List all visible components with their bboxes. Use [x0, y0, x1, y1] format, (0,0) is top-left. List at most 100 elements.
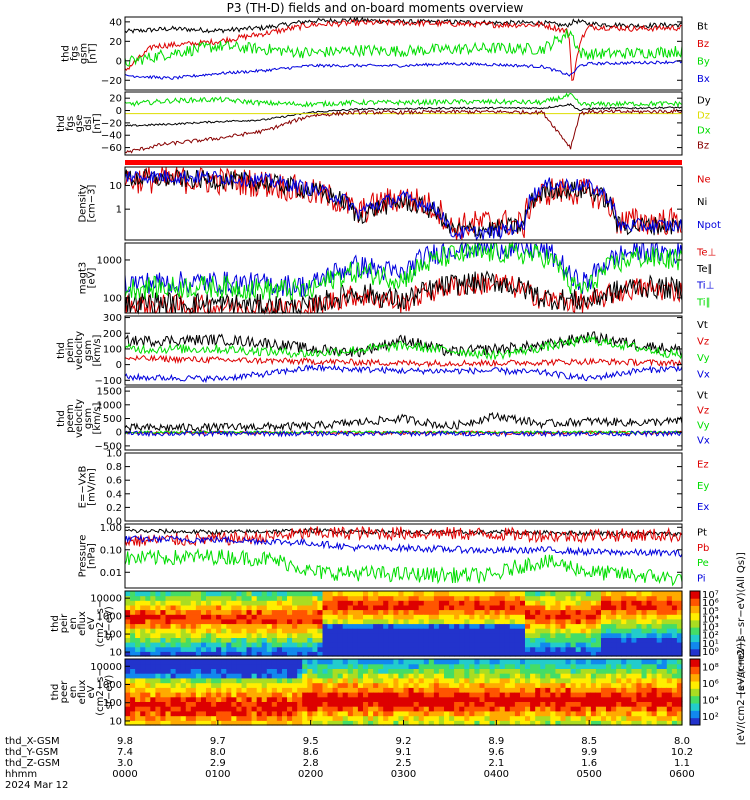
spec-cell [671, 595, 678, 601]
spec-cell [246, 651, 253, 657]
spec-cell [454, 628, 460, 634]
spec-cell [352, 682, 359, 688]
spec-cell [287, 604, 293, 611]
spec-cell [251, 591, 258, 597]
spec-cell [261, 663, 268, 669]
spec-cell [175, 637, 182, 643]
spec-cell [160, 720, 167, 726]
spec-cell [363, 632, 369, 638]
spec-cell [606, 663, 612, 669]
spec-cell [368, 595, 374, 601]
spec-cell [469, 637, 475, 643]
spec-cell [474, 677, 481, 684]
spec-cell [484, 659, 491, 665]
spec-cell [631, 663, 638, 669]
spec-cell [195, 637, 202, 643]
spec-cell [357, 677, 364, 684]
spec-cell [560, 701, 567, 707]
spec-cell [454, 687, 460, 693]
spec-cell [601, 651, 607, 657]
spec-cell [671, 637, 678, 643]
spec-cell [474, 706, 481, 712]
spec-cell [676, 663, 683, 669]
spec-cell [474, 687, 481, 693]
ephem-value: 0300 [391, 769, 416, 780]
spec-cell [368, 706, 374, 712]
spec-cell [175, 710, 182, 717]
spec-cell [474, 642, 481, 648]
spec-cell [666, 668, 673, 674]
spec-cell [641, 677, 648, 684]
spec-cell [185, 668, 192, 674]
spec-cell [327, 715, 334, 721]
spec-cell [449, 659, 455, 665]
spec-cell [575, 651, 582, 657]
spec-cell [276, 595, 283, 601]
spec-cell [595, 632, 602, 638]
spec-cell [565, 604, 572, 611]
spec-cell [671, 706, 678, 712]
spec-cell [357, 600, 364, 606]
spec-cell [155, 618, 162, 625]
spec-cell [606, 614, 612, 620]
colorbar-tick: 10⁰ [702, 647, 719, 658]
spec-cell [575, 710, 582, 717]
spec-cell [530, 623, 536, 629]
spec-cell [317, 706, 324, 712]
spec-cell [211, 600, 217, 606]
spec-cell [560, 591, 567, 597]
spec-cell [393, 604, 400, 611]
spec-cell [322, 600, 329, 606]
spec-cell [271, 710, 278, 717]
spec-cell [190, 651, 197, 657]
spec-cell [231, 677, 237, 684]
spec-cell [211, 701, 217, 707]
spec-cell [170, 604, 177, 611]
legend-pressure-3: Pi [697, 573, 706, 584]
spec-cell [525, 614, 531, 620]
spec-cell [226, 659, 232, 665]
legend-pressure-2: Pe [697, 558, 709, 569]
spec-cell [590, 628, 597, 634]
spec-cell [241, 659, 248, 665]
spec-cell [236, 692, 243, 698]
spec-cell [393, 591, 400, 597]
spec-cell [433, 682, 440, 688]
spec-cell [585, 604, 592, 611]
spec-cell [145, 614, 151, 620]
spec-cell [408, 604, 415, 611]
colorbar-tick: 10⁶ [702, 598, 719, 609]
spec-cell [570, 710, 577, 717]
ylabel-line: E=−VxB [78, 466, 89, 509]
spec-cell [160, 677, 167, 684]
spec-cell [514, 677, 521, 684]
legend-density-2: Npot [697, 220, 721, 231]
spec-cell [423, 614, 430, 620]
spec-cell [175, 668, 182, 674]
spec-cell [216, 651, 222, 657]
spec-cell [190, 591, 197, 597]
spec-cell [256, 609, 263, 615]
legend-peem_velocity-3: Vx [697, 436, 710, 447]
spec-cell [656, 715, 663, 721]
spec-cell [175, 701, 182, 707]
spec-cell [155, 659, 162, 665]
spec-cell [646, 642, 653, 648]
spec-cell [332, 614, 339, 620]
spec-cell [211, 637, 217, 643]
spec-cell [347, 696, 354, 702]
spec-cell [423, 701, 430, 707]
spec-cell [170, 595, 177, 601]
spec-cell [368, 623, 374, 629]
spec-cell [656, 591, 663, 597]
spec-cell [428, 618, 435, 625]
ylabel-line: thd [50, 615, 61, 632]
spec-cell [418, 710, 425, 717]
spec-cell [464, 701, 470, 707]
ylabel-line: [nT] [88, 43, 99, 63]
spec-cell [125, 609, 131, 615]
spec-cell [580, 628, 587, 634]
spec-cell [180, 677, 187, 684]
spec-cell [297, 696, 303, 702]
spec-cell [307, 609, 313, 615]
